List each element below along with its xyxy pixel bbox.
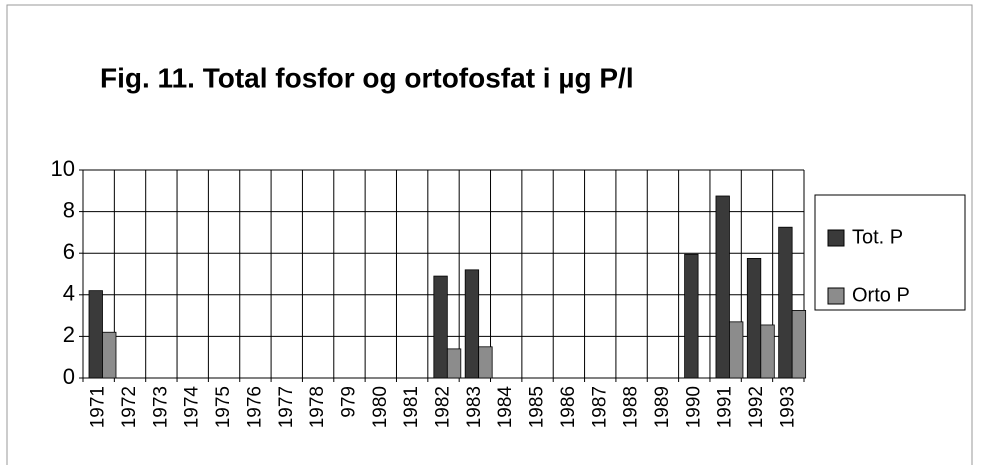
x-tick-label: 1978 — [307, 386, 328, 428]
x-tick-label: 1980 — [370, 386, 391, 428]
x-tick-label: 1977 — [276, 386, 297, 428]
bar — [760, 324, 775, 379]
y-tick-label: 0 — [63, 364, 75, 389]
y-tick-label: 6 — [63, 239, 75, 264]
legend-label: Tot. P — [852, 226, 903, 248]
x-tick-label: 1982 — [433, 386, 454, 428]
x-tick-label: 1987 — [589, 386, 610, 428]
x-tick-label: 1984 — [495, 386, 516, 429]
chart-frame — [6, 4, 973, 465]
x-tick-label: 1992 — [746, 386, 767, 428]
x-tick-label: 1974 — [182, 386, 203, 429]
bar — [778, 226, 793, 379]
x-tick-label: 1972 — [119, 386, 140, 428]
bar — [446, 348, 462, 379]
x-tick-label: 1971 — [88, 386, 109, 428]
x-tick-label: 1976 — [244, 386, 265, 428]
bar — [791, 309, 807, 379]
legend-swatch — [827, 287, 845, 305]
y-tick-label: 4 — [63, 281, 75, 306]
x-tick-label: 1988 — [621, 386, 642, 428]
x-tick-label: 1981 — [401, 386, 422, 428]
y-tick-label: 2 — [63, 322, 75, 347]
x-tick-label: 1985 — [527, 386, 548, 428]
bar — [746, 257, 762, 379]
x-tick-label: 1989 — [652, 386, 673, 428]
bar — [478, 346, 493, 379]
x-tick-label: 1993 — [777, 386, 798, 428]
bar — [715, 195, 730, 379]
x-tick-label: 1990 — [683, 386, 704, 428]
bar — [729, 321, 744, 379]
y-tick-label: 10 — [51, 156, 75, 181]
y-tick-label: 8 — [63, 197, 75, 222]
x-tick-label: 1983 — [464, 386, 485, 428]
x-tick-label: 1991 — [715, 386, 736, 428]
bar — [684, 253, 699, 379]
bar — [102, 331, 117, 379]
legend-swatch — [827, 229, 845, 247]
bar — [464, 269, 480, 379]
legend-label: Orto P — [852, 284, 910, 306]
bar — [433, 275, 448, 379]
chart-title: Fig. 11. Total fosfor og ortofosfat i µg… — [100, 62, 634, 93]
x-tick-label: 1986 — [558, 386, 579, 428]
x-tick-label: 1973 — [150, 386, 171, 428]
bar — [88, 290, 103, 379]
x-tick-label: 1975 — [213, 386, 234, 428]
x-tick-label: 979 — [338, 386, 359, 418]
